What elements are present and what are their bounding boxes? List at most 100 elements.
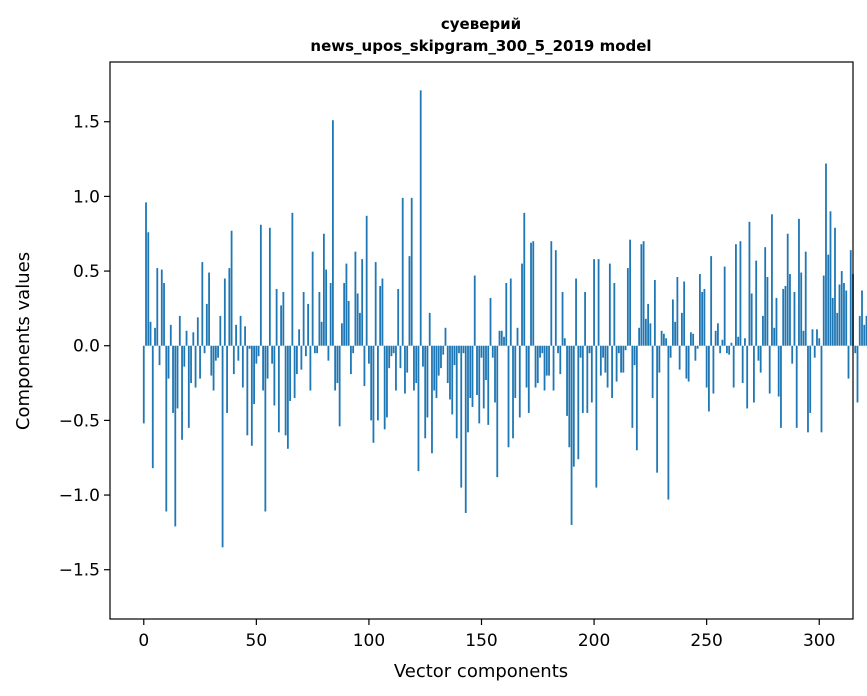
bar-component-46 (246, 345, 249, 436)
bar-component-262 (732, 345, 735, 388)
bar-component-170 (525, 345, 528, 388)
bar-component-83 (329, 283, 332, 346)
bar-component-118 (408, 256, 411, 346)
bar-component-23 (194, 345, 197, 388)
bar-component-242 (687, 345, 690, 382)
bar-component-235 (671, 299, 674, 346)
bar-component-123 (419, 90, 422, 346)
bar-component-128 (431, 345, 433, 454)
bar-component-32 (214, 345, 217, 361)
bar-component-75 (311, 251, 314, 346)
bar-component-234 (669, 345, 672, 358)
bar-component-152 (485, 345, 487, 381)
bar-component-48 (250, 345, 253, 446)
bar-component-164 (512, 345, 514, 439)
bar-component-313 (847, 345, 850, 379)
bar-component-14 (174, 345, 177, 527)
bar-component-265 (739, 241, 742, 346)
bar-component-1 (145, 202, 147, 346)
bar-component-133 (442, 345, 445, 355)
bar-component-120 (413, 345, 415, 391)
bar-component-314 (849, 250, 852, 346)
bar-component-81 (325, 269, 328, 346)
bar-component-153 (487, 345, 490, 425)
bar-component-82 (327, 345, 330, 361)
bar-component-254 (714, 330, 717, 346)
bar-component-106 (381, 278, 384, 346)
bar-component-88 (341, 323, 343, 346)
bar-component-15 (176, 345, 179, 409)
bar-component-197 (586, 345, 589, 413)
bar-component-249 (703, 288, 706, 346)
bar-component-201 (595, 345, 598, 488)
bar-component-110 (390, 345, 393, 357)
bar-component-119 (410, 197, 413, 346)
bar-component-292 (800, 272, 803, 346)
bar-component-256 (719, 345, 722, 354)
bar-component-162 (507, 345, 510, 448)
bar-component-297 (811, 329, 814, 346)
bar-component-196 (584, 291, 586, 346)
bar-component-117 (406, 345, 409, 373)
bar-component-41 (235, 324, 237, 346)
bar-component-252 (710, 256, 713, 346)
bar-component-222 (642, 241, 645, 346)
bar-component-163 (509, 278, 512, 346)
bar-component-34 (219, 315, 222, 346)
bar-component-181 (550, 241, 553, 346)
bar-component-132 (440, 345, 442, 369)
bar-component-51 (257, 345, 260, 357)
bar-component-298 (813, 345, 816, 358)
bar-component-92 (350, 345, 352, 375)
bar-component-65 (289, 345, 292, 401)
bar-component-16 (178, 315, 181, 346)
x-tick-label: 100 (353, 631, 385, 651)
bar-component-259 (726, 345, 728, 354)
bar-component-289 (793, 291, 796, 346)
bar-component-121 (415, 345, 418, 384)
bar-component-101 (370, 345, 373, 421)
bar-component-274 (759, 345, 762, 373)
bar-component-273 (757, 345, 760, 361)
y-tick-label: 1.0 (73, 187, 100, 207)
bar-component-228 (656, 345, 659, 473)
bar-component-156 (494, 345, 496, 403)
bar-component-215 (626, 268, 629, 346)
bar-component-205 (604, 345, 607, 373)
bar-component-102 (372, 345, 375, 443)
bar-component-3 (149, 321, 152, 346)
x-axis-label: Vector components (394, 661, 568, 682)
bar-component-29 (208, 272, 210, 346)
bar-component-125 (424, 345, 427, 439)
bar-component-80 (322, 233, 325, 346)
bar-component-87 (338, 345, 341, 427)
bar-component-239 (680, 312, 683, 346)
bar-component-310 (840, 271, 843, 346)
bar-component-39 (230, 230, 233, 346)
bar-component-269 (748, 221, 751, 346)
bar-component-130 (435, 345, 438, 398)
bar-component-52 (259, 224, 262, 346)
bar-component-114 (399, 345, 402, 369)
bar-component-307 (834, 227, 836, 346)
bar-component-174 (534, 345, 537, 388)
bar-component-288 (791, 345, 794, 364)
bar-component-38 (228, 268, 231, 346)
bar-component-47 (248, 345, 251, 349)
bar-component-85 (334, 345, 337, 391)
bar-component-266 (741, 345, 744, 384)
bar-component-214 (624, 345, 627, 351)
bar-component-263 (735, 244, 737, 346)
bar-component-168 (521, 263, 523, 346)
bar-component-233 (667, 345, 670, 500)
bar-component-250 (705, 345, 708, 388)
y-tick-label: −0.5 (59, 411, 100, 431)
y-tick-label: −1.5 (59, 561, 100, 581)
bar-component-305 (829, 211, 832, 346)
bar-component-189 (568, 345, 571, 448)
bar-component-257 (721, 339, 724, 346)
bar-component-143 (464, 345, 467, 513)
bar-component-142 (462, 345, 465, 354)
bar-component-296 (809, 345, 812, 413)
